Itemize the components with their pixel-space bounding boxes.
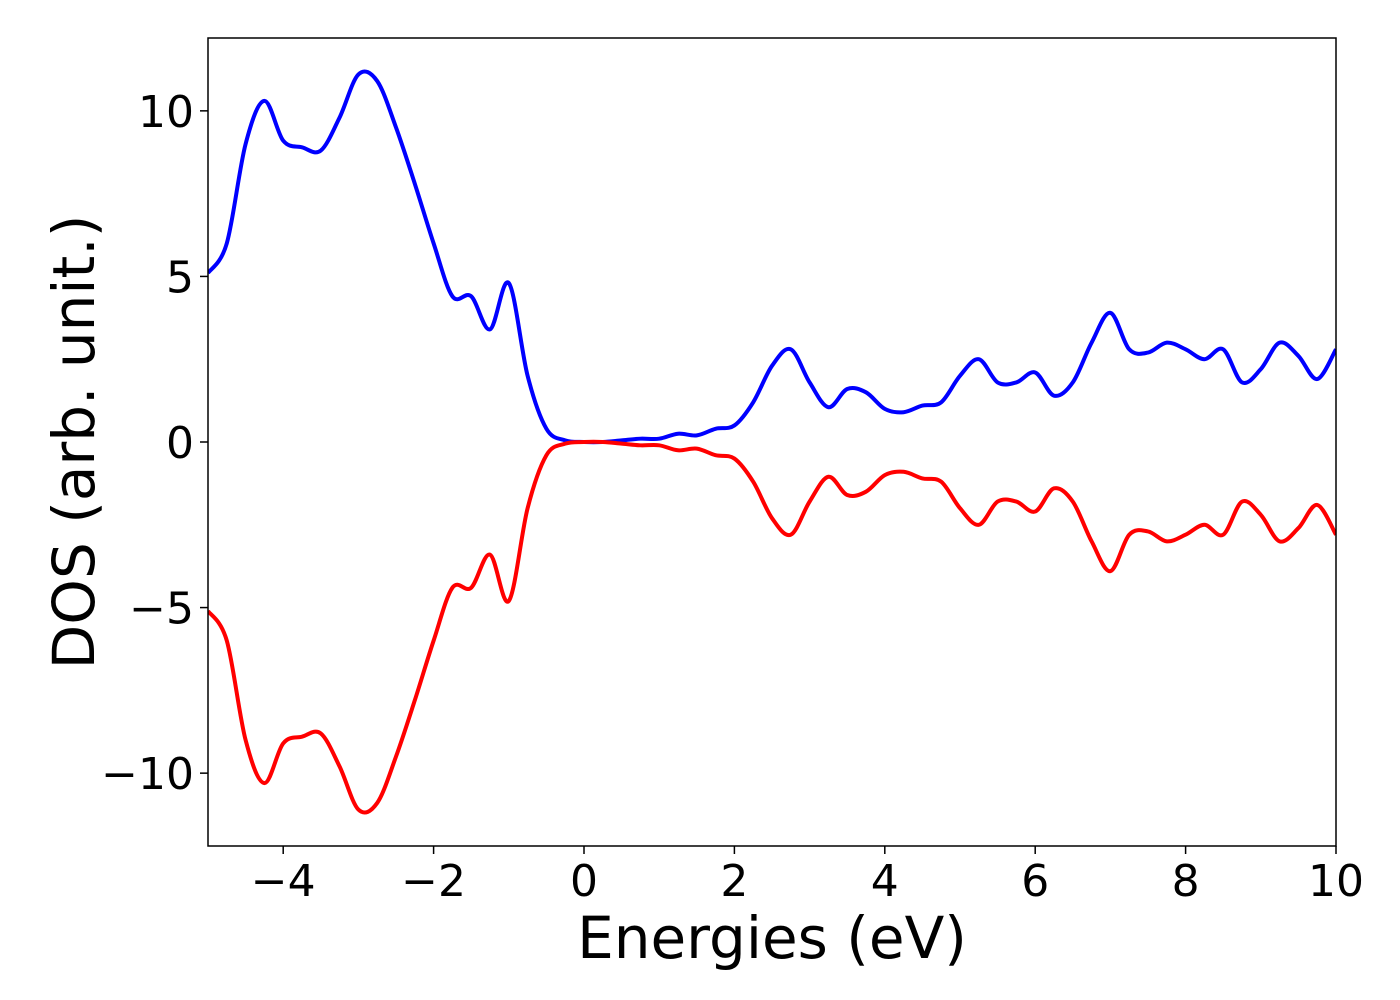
dos-line bbox=[208, 439, 1336, 815]
x-axis-label: Energies (eV) bbox=[577, 904, 967, 972]
x-tick-label: 8 bbox=[1172, 856, 1200, 907]
y-tick-label: 10 bbox=[138, 87, 194, 138]
dos-line bbox=[208, 69, 1336, 445]
x-tick-label: 4 bbox=[871, 856, 899, 907]
y-tick-label: −5 bbox=[129, 584, 194, 635]
x-tick-label: 2 bbox=[720, 856, 748, 907]
x-tick-label: −2 bbox=[401, 856, 466, 907]
y-tick-label: 5 bbox=[166, 252, 194, 303]
x-tick-label: 10 bbox=[1308, 856, 1364, 907]
y-axis-label: DOS (arb. unit.) bbox=[40, 215, 108, 670]
x-tick-label: 6 bbox=[1021, 856, 1049, 907]
x-tick-label: −4 bbox=[251, 856, 316, 907]
y-tick-label: −10 bbox=[101, 749, 194, 800]
x-tick-label: 0 bbox=[570, 856, 598, 907]
plot-frame bbox=[207, 37, 1337, 847]
y-tick-label: 0 bbox=[166, 418, 194, 469]
